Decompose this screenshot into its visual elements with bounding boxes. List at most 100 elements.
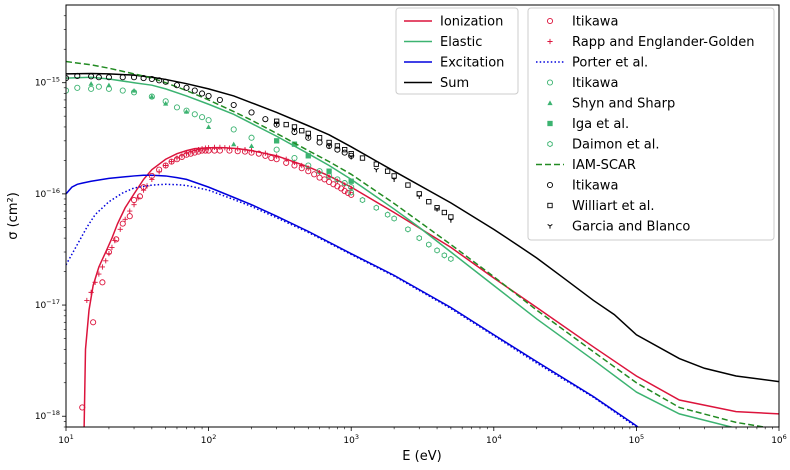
data-point	[140, 75, 147, 82]
data-point	[283, 121, 289, 128]
data-point	[291, 155, 298, 162]
series-line-3	[66, 72, 779, 383]
x-tick-label: 102	[201, 433, 217, 446]
legend-label: IAM-SCAR	[572, 158, 636, 173]
x-tick-label: 103	[343, 433, 359, 446]
data-point	[188, 149, 194, 155]
data-point	[448, 218, 454, 223]
legend-marker	[547, 224, 553, 229]
data-point	[384, 168, 391, 174]
data-point	[344, 189, 352, 196]
data-point	[359, 196, 366, 204]
data-point	[391, 177, 397, 182]
legend-label: Daimon et al.	[572, 138, 660, 153]
data-point	[299, 162, 305, 169]
data-point	[448, 214, 454, 220]
data-point	[348, 154, 354, 160]
series-3	[66, 72, 779, 383]
data-point	[391, 215, 397, 222]
data-point	[434, 247, 440, 254]
data-point	[334, 146, 341, 153]
data-point	[95, 74, 102, 81]
legend-marker	[547, 120, 553, 127]
data-point	[148, 75, 155, 83]
legend-label: Itikawa	[572, 15, 618, 30]
data-point	[348, 191, 355, 198]
series-line-2	[66, 174, 640, 427]
data-point	[119, 87, 126, 94]
legend-label: Itikawa	[572, 76, 618, 91]
data-point	[384, 211, 391, 218]
data-point	[448, 255, 454, 263]
data-point	[199, 146, 205, 152]
legend-label: Elastic	[440, 35, 482, 50]
data-point	[156, 77, 163, 84]
y-tick-label: 10−16	[35, 187, 60, 200]
data-point	[274, 153, 280, 159]
data-point	[216, 96, 223, 103]
legend-label: Iga et al.	[572, 117, 629, 132]
series-10	[348, 189, 454, 263]
data-point	[199, 114, 206, 121]
data-point	[342, 146, 348, 153]
data-point	[130, 74, 138, 81]
legend-marker	[546, 181, 554, 189]
data-point	[231, 141, 237, 147]
data-point	[113, 236, 120, 243]
legend-label: Rapp and Englander-Golden	[572, 35, 755, 50]
data-point	[88, 85, 95, 92]
data-point	[88, 289, 94, 295]
data-point	[416, 194, 422, 199]
data-point	[131, 87, 137, 93]
series-5	[84, 144, 354, 304]
data-point	[248, 143, 255, 149]
data-point	[326, 143, 332, 149]
data-point	[291, 127, 298, 133]
data-point	[305, 153, 311, 159]
legend-marker	[546, 17, 554, 25]
data-point	[84, 297, 90, 304]
data-point	[173, 82, 181, 89]
legend-label: Excitation	[440, 56, 504, 71]
data-point	[341, 180, 348, 187]
data-point	[273, 138, 280, 144]
data-point	[179, 153, 185, 159]
data-point	[173, 104, 181, 111]
data-point	[434, 207, 440, 212]
data-point	[163, 100, 169, 106]
data-point	[88, 73, 95, 80]
plot-frame	[65, 4, 780, 428]
data-point	[95, 83, 102, 90]
x-tick-label: 106	[771, 433, 787, 446]
data-point	[103, 258, 109, 264]
axis-ticks: 101 102 103 104 105 106 10−18 10−17 10−16 10−15	[35, 15, 787, 446]
data-point	[206, 145, 212, 151]
series-line-1	[66, 76, 735, 427]
data-point	[348, 189, 354, 196]
data-point	[262, 116, 269, 123]
data-point	[168, 159, 175, 165]
data-point	[191, 87, 198, 94]
data-point	[248, 109, 255, 116]
data-point	[311, 171, 318, 178]
legend-marker	[547, 202, 553, 209]
data-point	[205, 92, 212, 100]
data-point	[112, 237, 118, 244]
legend-label: Shyn and Sharp	[572, 97, 675, 112]
data-point	[205, 117, 212, 124]
data-point	[174, 155, 180, 161]
series-14	[274, 121, 454, 223]
data-point	[127, 208, 133, 214]
data-point	[191, 111, 198, 118]
data-point	[273, 121, 280, 128]
data-point	[326, 168, 332, 174]
legend-marker	[547, 38, 553, 45]
data-point	[321, 176, 328, 183]
data-point	[117, 226, 123, 232]
data-point	[242, 147, 248, 153]
data-point	[131, 202, 137, 208]
plot-area	[66, 60, 779, 427]
data-point	[326, 139, 332, 146]
data-point	[211, 144, 218, 150]
